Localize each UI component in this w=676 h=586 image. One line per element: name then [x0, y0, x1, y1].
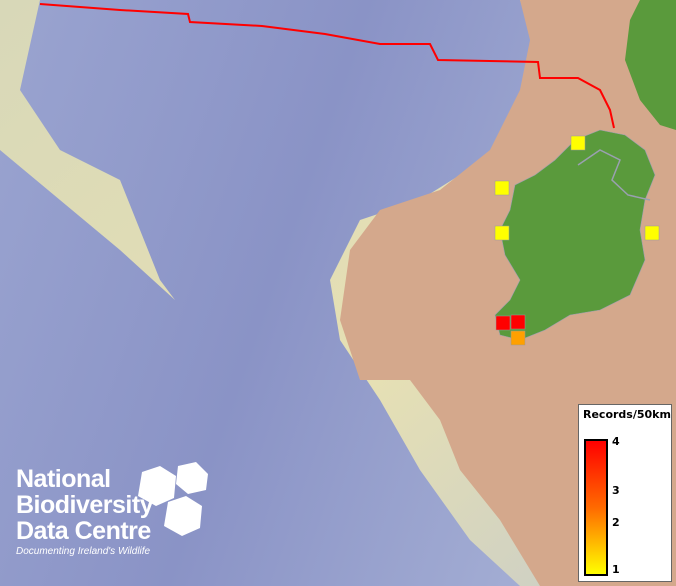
record-square-north-donegal [570, 135, 586, 151]
record-squares [494, 135, 660, 346]
legend-tick-1: 1 [612, 563, 620, 576]
legend-tick-3: 3 [612, 484, 620, 497]
logo-hexagons-icon [138, 462, 208, 536]
legend-tick-4: 4 [612, 435, 620, 448]
record-square-dublin-east [644, 225, 660, 241]
ni-border [577, 149, 651, 201]
logo-line-3: Data Centre [16, 517, 151, 545]
record-square-galway-west [494, 225, 510, 241]
record-square-kerry-south [510, 330, 526, 346]
logo-tagline: Documenting Ireland's Wildlife [16, 546, 151, 557]
legend-title: Records/50km [583, 408, 671, 421]
record-square-kerry-west [495, 315, 511, 331]
legend-color-bar [584, 439, 608, 576]
legend: Records/50km 4 3 2 1 [578, 404, 672, 582]
logo-line-1: National [16, 465, 111, 493]
nbdc-logo: National Biodiversity Data Centre Docume… [16, 465, 154, 557]
legend-tick-2: 2 [612, 516, 620, 529]
record-square-kerry-east [510, 314, 526, 330]
great-britain [625, 0, 676, 130]
eez-boundary [39, 3, 615, 129]
logo-line-2: Biodiversity [16, 491, 154, 519]
record-square-mayo-west [494, 180, 510, 196]
